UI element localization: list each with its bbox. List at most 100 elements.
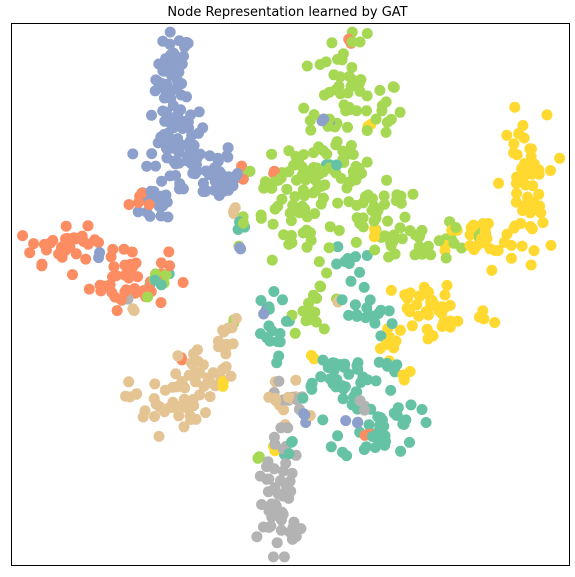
scatter-point: [303, 297, 315, 309]
scatter-point: [146, 109, 157, 121]
scatter-point: [350, 236, 362, 248]
scatter-point: [107, 271, 118, 283]
scatter-point: [373, 356, 385, 368]
scatter-point: [332, 430, 344, 442]
scatter-point: [326, 37, 338, 49]
scatter-point: [150, 160, 162, 172]
scatter-point: [345, 275, 357, 287]
scatter-point: [382, 360, 393, 372]
scatter-point: [369, 244, 381, 256]
scatter-point: [185, 357, 197, 369]
scatter-point: [338, 383, 349, 395]
scatter-point: [391, 189, 403, 201]
scatter-point: [178, 421, 190, 433]
scatter-point: [428, 297, 440, 309]
scatter-point: [220, 361, 232, 373]
scatter-point: [321, 267, 333, 279]
scatter-point: [234, 242, 246, 254]
scatter-point: [305, 350, 317, 361]
scatter-point: [160, 269, 172, 281]
scatter-point: [271, 357, 283, 369]
scatter-point: [341, 182, 353, 194]
scatter-point: [244, 165, 256, 177]
scatter-point: [282, 422, 294, 434]
scatter-point: [141, 160, 153, 172]
scatter-point: [127, 148, 139, 160]
scatter-point: [285, 485, 297, 497]
scatter-point: [162, 134, 174, 146]
scatter-point: [266, 148, 278, 160]
scatter-point: [220, 348, 232, 360]
scatter-point: [289, 327, 301, 339]
scatter-point: [282, 391, 294, 403]
scatter-point: [360, 191, 371, 203]
scatter-point: [264, 335, 276, 347]
scatter-point: [331, 136, 343, 148]
scatter-point: [164, 170, 176, 182]
scatter-point: [360, 312, 372, 324]
scatter-point: [422, 309, 434, 321]
scatter-point: [190, 159, 202, 171]
scatter-point: [155, 297, 167, 309]
scatter-point: [512, 175, 523, 187]
scatter-point: [411, 248, 423, 260]
scatter-point: [177, 277, 189, 288]
scatter-point: [486, 264, 498, 276]
points-layer: [17, 26, 566, 563]
scatter-point: [118, 243, 130, 255]
scatter-point: [401, 302, 413, 314]
scatter-point: [375, 304, 387, 316]
scatter-point: [193, 127, 204, 139]
scatter-point: [333, 225, 345, 236]
scatter-point: [368, 311, 380, 323]
scatter-point: [265, 520, 277, 532]
scatter-point: [163, 246, 175, 258]
scatter-point: [383, 305, 395, 317]
scatter-point: [82, 220, 94, 232]
scatter-point: [149, 378, 161, 390]
scatter-point: [351, 310, 363, 322]
scatter-point: [83, 283, 95, 295]
scatter-point: [528, 245, 540, 257]
scatter-point: [464, 240, 476, 252]
scatter-point: [258, 308, 270, 320]
scatter-point: [169, 399, 181, 411]
scatter-point: [106, 287, 118, 299]
scatter-point: [545, 239, 557, 251]
scatter-point: [493, 177, 505, 189]
scatter-point: [127, 303, 139, 315]
scatter-point: [291, 174, 302, 186]
scatter-point: [139, 405, 151, 417]
scatter-point: [163, 116, 175, 127]
scatter-point: [330, 84, 342, 96]
scatter-point: [441, 317, 453, 329]
scatter-point: [170, 158, 182, 170]
scatter-point: [342, 253, 354, 264]
scatter-point: [280, 457, 292, 469]
scatter-point: [501, 129, 513, 141]
scatter-point: [381, 174, 393, 186]
scatter-point: [427, 330, 439, 342]
scatter-point: [386, 318, 398, 330]
scatter-point: [123, 199, 135, 211]
scatter-point: [128, 259, 140, 271]
scatter-point: [179, 41, 191, 53]
scatter-point: [508, 147, 519, 159]
scatter-point: [255, 328, 266, 340]
scatter-point: [308, 162, 320, 173]
scatter-point: [347, 166, 359, 177]
scatter-point: [394, 324, 406, 336]
scatter-point: [361, 302, 373, 314]
scatter-point: [404, 436, 415, 448]
scatter-point: [120, 390, 132, 402]
scatter-point: [258, 182, 270, 194]
scatter-point: [269, 438, 281, 450]
scatter-point: [370, 113, 382, 125]
scatter-point: [133, 197, 144, 208]
scatter-point: [318, 192, 329, 204]
scatter-point: [314, 59, 326, 70]
scatter-point: [391, 359, 403, 371]
scatter-point: [508, 222, 520, 234]
scatter-point: [278, 404, 290, 416]
